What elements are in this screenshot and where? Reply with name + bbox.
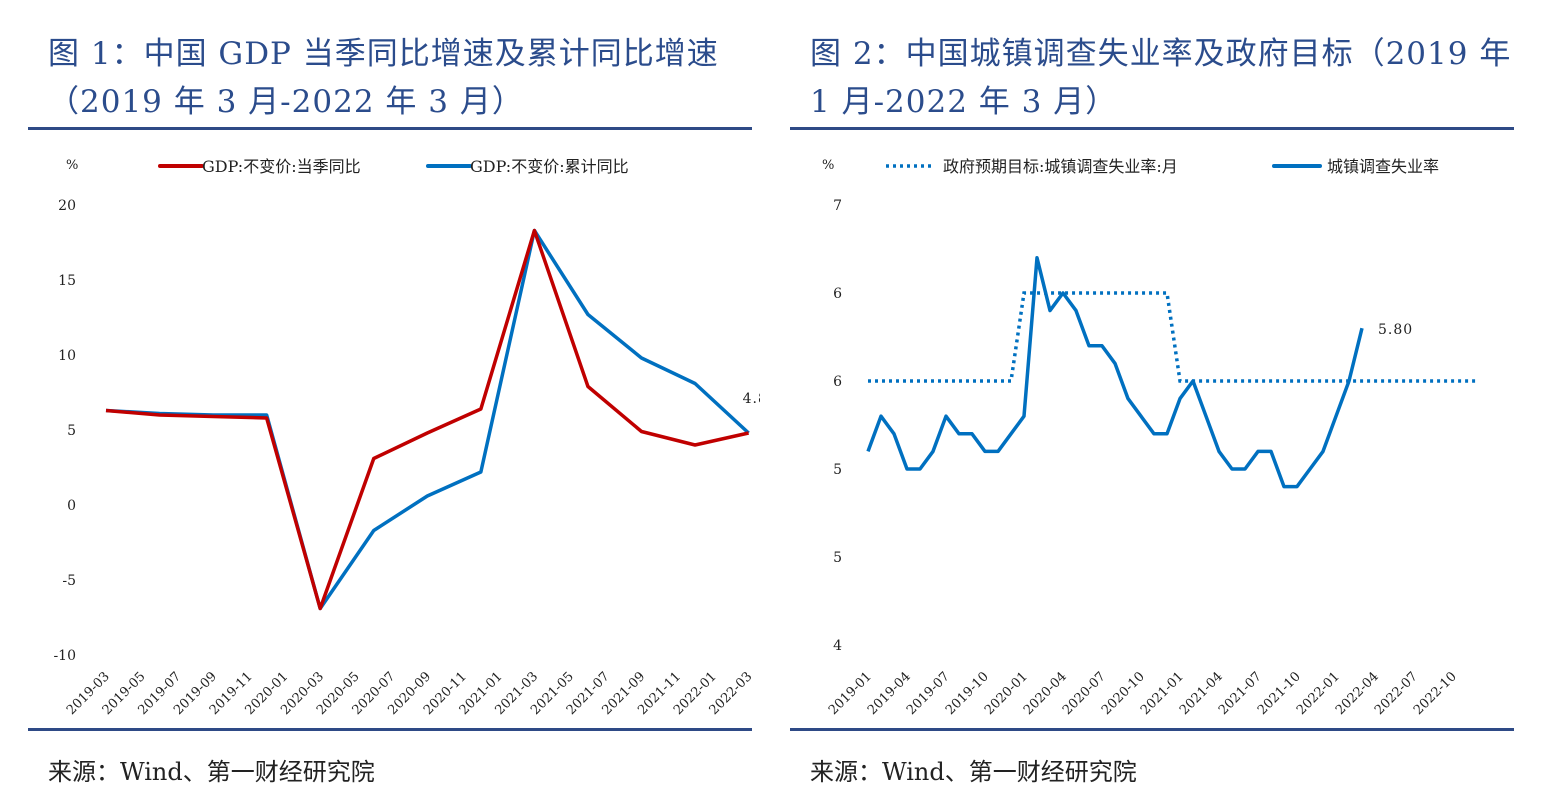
gdp-chart: %20151050-5-102019-032019-052019-072019-… [53, 157, 760, 718]
y-unit-label: % [66, 158, 78, 173]
target-series-line [868, 291, 1479, 383]
legend-label: GDP:不变价:累计同比 [470, 157, 629, 176]
y-tick-label: 4 [833, 638, 842, 654]
series-line [105, 228, 750, 611]
legend-label: GDP:不变价:当季同比 [202, 157, 361, 176]
y-tick-label: 15 [58, 273, 76, 289]
right-source: 来源：Wind、第一财经研究院 [810, 758, 1137, 786]
legend-label: 城镇调查失业率 [1327, 157, 1439, 176]
right-title-line2: 1 月-2022 年 3 月） [810, 84, 1118, 120]
y-tick-label: 0 [67, 498, 76, 514]
x-tick-label: 2022-10 [1411, 669, 1460, 718]
left-title-line1: 图 1：中国 GDP 当季同比增速及累计同比增速 [48, 36, 719, 72]
y-tick-label: 6 [833, 286, 842, 302]
right-top-rule [790, 127, 1514, 130]
legend-label: 政府预期目标:城镇调查失业率:月 [943, 157, 1178, 176]
y-tick-label: 5 [67, 423, 76, 439]
right-title-line1: 图 2：中国城镇调查失业率及政府目标（2019 年 [810, 36, 1512, 72]
y-tick-label: 6 [833, 374, 842, 390]
y-tick-label: 7 [833, 198, 842, 214]
y-tick-label: -5 [62, 573, 76, 589]
left-bottom-rule [28, 728, 752, 731]
series-line [105, 228, 749, 611]
left-top-rule [28, 127, 752, 130]
y-tick-label: -10 [53, 648, 76, 664]
unemployment-series-line [866, 256, 1364, 489]
y-unit-label: % [822, 158, 834, 173]
right-bottom-rule [790, 728, 1514, 731]
y-tick-label: 5 [833, 462, 842, 478]
left-source: 来源：Wind、第一财经研究院 [48, 758, 375, 786]
left-title-line2: （2019 年 3 月-2022 年 3 月） [48, 84, 524, 120]
y-tick-label: 10 [58, 348, 76, 364]
unemployment-chart: %7665542019-012019-042019-072019-102020-… [822, 157, 1479, 718]
data-label: 4.80 [743, 391, 760, 407]
y-tick-label: 5 [833, 550, 842, 566]
data-label: 5.80 [1378, 322, 1413, 338]
y-tick-label: 20 [58, 198, 76, 214]
